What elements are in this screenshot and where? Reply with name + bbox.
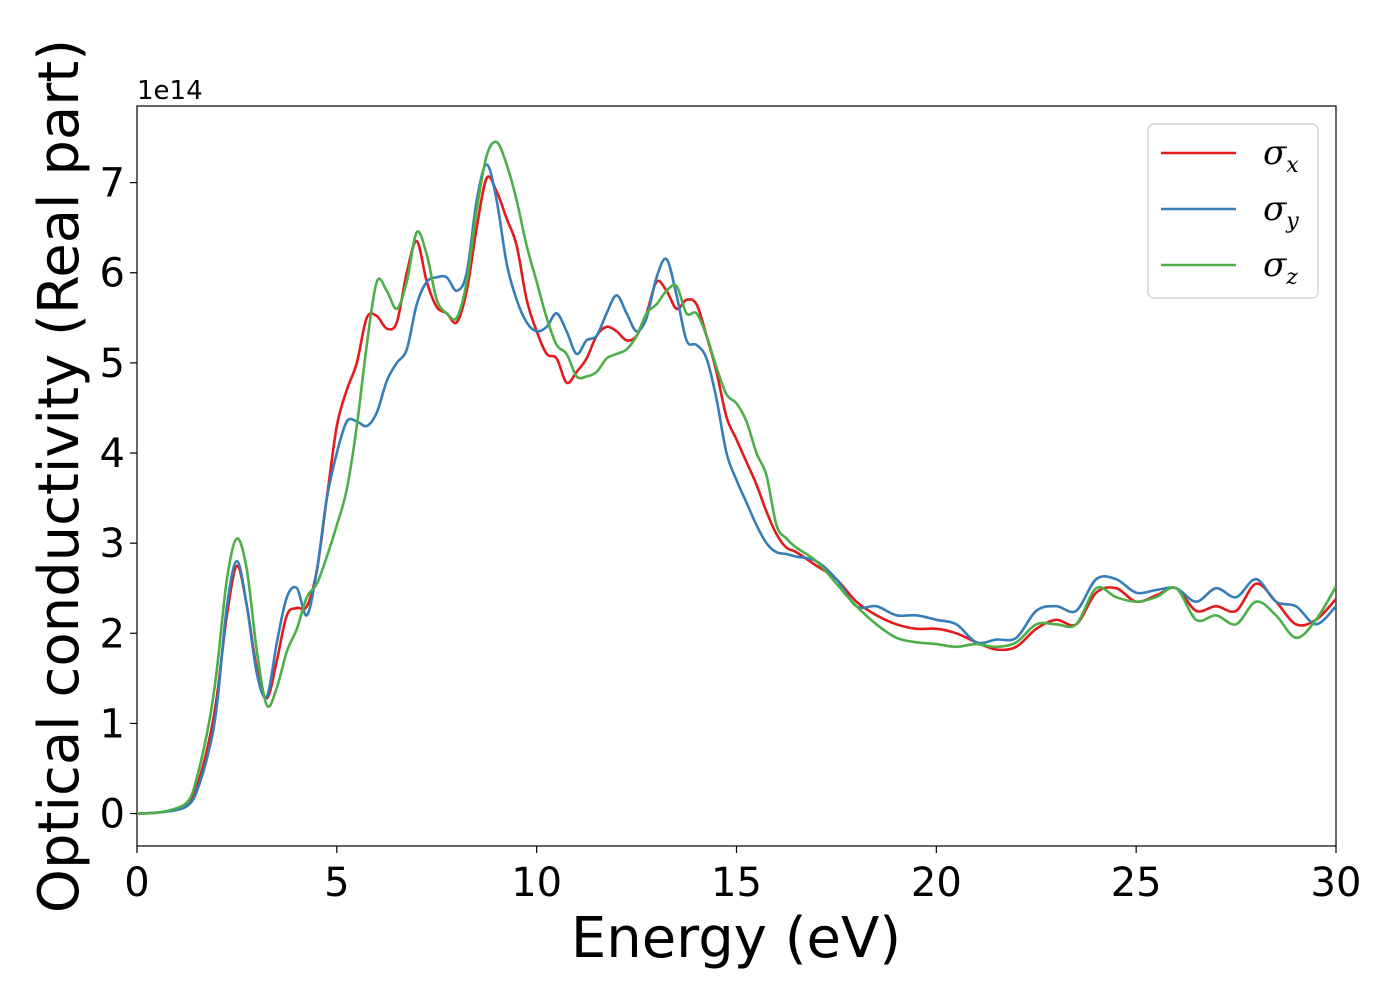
y-tick-label: 4 — [100, 431, 125, 477]
legend: σx σy σz — [1147, 123, 1319, 299]
y-tick-label: 2 — [100, 611, 125, 657]
y-offset-label: 1e14 — [137, 76, 203, 106]
y-tick-label: 0 — [100, 792, 125, 838]
legend-frame — [1147, 123, 1319, 299]
legend-label-x: σx — [1263, 133, 1299, 178]
y-axis-title: Optical conductivity (Real part) — [27, 39, 92, 913]
x-tick-label: 10 — [511, 860, 562, 906]
legend-label-y: σy — [1263, 189, 1299, 234]
y-axis: 0 1 2 3 4 5 6 7 — [100, 161, 137, 838]
y-tick-label: 5 — [100, 341, 125, 387]
x-tick-label: 5 — [324, 860, 349, 906]
y-tick-label: 3 — [100, 521, 125, 567]
series-line-z — [137, 140, 1336, 815]
y-tick-label: 1 — [100, 701, 125, 747]
series-line-y — [137, 163, 1336, 815]
x-tick-label: 15 — [711, 860, 762, 906]
series-layer — [137, 140, 1336, 815]
x-axis-title: Energy (eV) — [571, 906, 901, 971]
series-line-x — [137, 175, 1336, 815]
x-axis: 0 5 10 15 20 25 30 — [124, 846, 1361, 906]
x-tick-label: 30 — [1311, 860, 1362, 906]
legend-label-z: σz — [1263, 245, 1298, 290]
x-tick-label: 25 — [1111, 860, 1162, 906]
y-tick-label: 6 — [100, 251, 125, 297]
x-tick-label: 20 — [911, 860, 962, 906]
x-tick-label: 0 — [124, 860, 149, 906]
plot-area — [136, 105, 1337, 847]
y-tick-label: 7 — [100, 161, 125, 207]
